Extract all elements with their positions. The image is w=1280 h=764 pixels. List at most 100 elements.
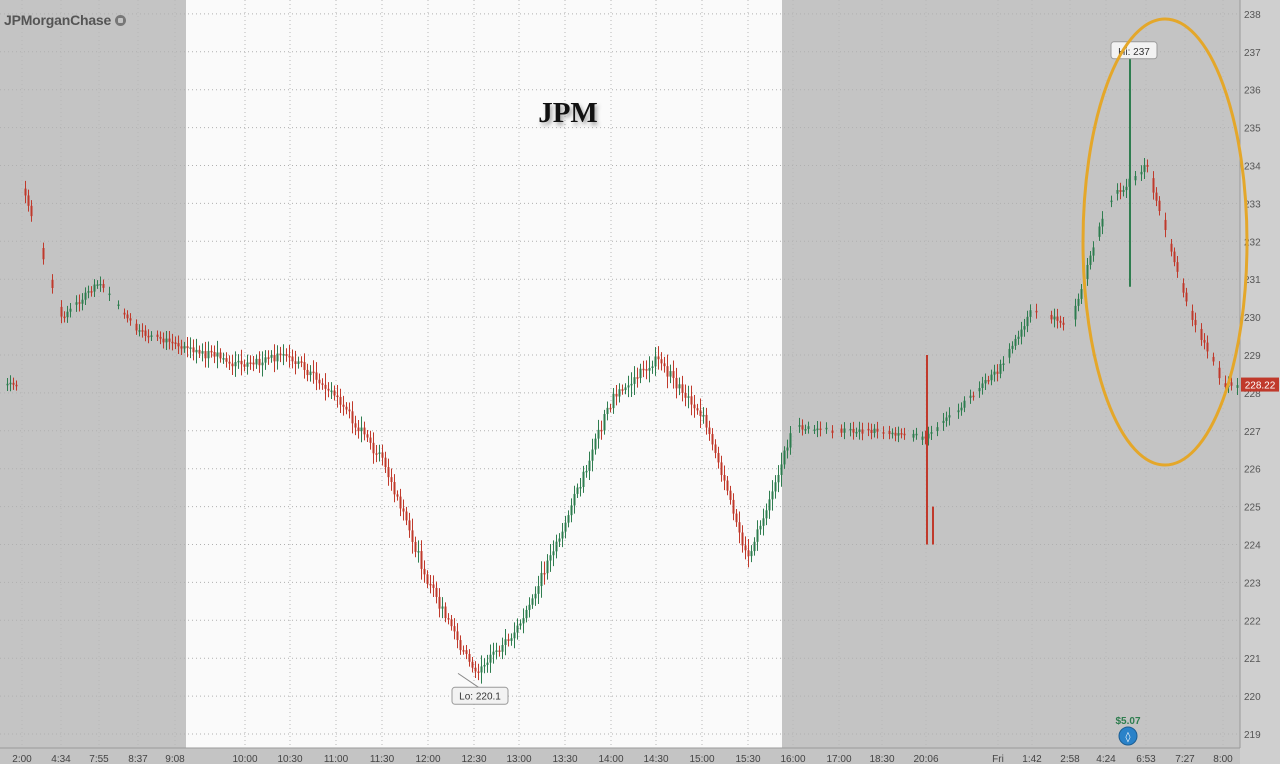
candle-body (264, 357, 267, 363)
candle-body (84, 292, 87, 300)
candle-body (1206, 342, 1209, 352)
candle-body (744, 545, 747, 551)
candle-body (753, 541, 756, 552)
candle-body (249, 362, 252, 364)
x-tick-label: 15:00 (689, 754, 714, 764)
candle-body (747, 550, 750, 557)
brand-name: JPMorganChase (4, 12, 112, 28)
x-tick-label: 15:30 (735, 754, 760, 764)
candle-body (957, 410, 960, 413)
candle-body (891, 432, 894, 435)
candle-body (396, 494, 399, 497)
candle-body (516, 625, 519, 633)
candle-body (924, 436, 927, 439)
y-tick-label: 225 (1244, 503, 1261, 514)
candle-body (510, 638, 513, 641)
candle-body (408, 520, 411, 531)
candle-body (435, 587, 438, 597)
candle-body (585, 470, 588, 473)
candle-body (252, 362, 255, 365)
candle-body (9, 382, 12, 385)
candle-body (627, 385, 630, 388)
candle-body (759, 525, 762, 530)
candle-body (288, 355, 291, 358)
candle-body (783, 450, 786, 465)
candle-body (456, 631, 459, 641)
x-tick-label: 18:30 (869, 754, 894, 764)
candle-body (1200, 328, 1203, 340)
candle-body (840, 428, 843, 433)
candle-body (243, 364, 246, 367)
candle-body (678, 384, 681, 389)
candle-body (1023, 326, 1026, 330)
candle-body (522, 618, 525, 624)
candle-body (1155, 192, 1158, 201)
candle-body (135, 323, 138, 331)
candle-body (726, 480, 729, 491)
candle-body (717, 453, 720, 463)
candle-body (366, 434, 369, 438)
candle-body (165, 338, 168, 343)
candle-body (363, 427, 366, 435)
candle-body (648, 367, 651, 371)
candle-body (1140, 171, 1143, 175)
candle-body (1074, 305, 1077, 320)
candle-body (372, 442, 375, 454)
candle-body (789, 433, 792, 448)
candle-body (171, 341, 174, 344)
candle-body (576, 487, 579, 494)
hi-label-box (1110, 41, 1158, 60)
candle-body (30, 205, 33, 217)
candle-body (24, 188, 27, 196)
candle-body (462, 650, 465, 652)
candle-body (471, 661, 474, 668)
x-tick-label: 8:37 (128, 754, 148, 764)
candle-body (369, 437, 372, 443)
highlight-ellipse (1081, 17, 1249, 467)
candle-body (639, 368, 642, 379)
candle-body (1143, 165, 1146, 172)
y-tick-label: 223 (1244, 578, 1261, 589)
candle-body (963, 400, 966, 408)
candle-body (1002, 363, 1005, 365)
candle-body (618, 389, 621, 397)
candle-body (543, 572, 546, 575)
candle-body (1080, 289, 1083, 299)
candle-body (498, 650, 501, 652)
x-tick-label: 14:30 (643, 754, 668, 764)
candle-body (312, 371, 315, 374)
x-tick-label: 17:00 (826, 754, 851, 764)
hi-label: Hi: 237 (1118, 47, 1150, 58)
candle-body (876, 428, 879, 432)
candle-body (147, 335, 150, 338)
candle-body (1110, 200, 1113, 203)
candle-body (693, 404, 696, 409)
candle-body (561, 531, 564, 539)
candle-body (696, 408, 699, 411)
candle-body (174, 342, 177, 344)
chart-title: JPM (538, 97, 598, 129)
candle-body (690, 396, 693, 405)
candle-body (1173, 251, 1176, 263)
candle-body (438, 596, 441, 609)
candle-body (594, 438, 597, 450)
session-regular-bg (186, 0, 782, 748)
candle-body (537, 586, 540, 594)
candle-body (186, 346, 189, 349)
candle-body (756, 529, 759, 542)
candle-body (915, 433, 918, 436)
candle-body (405, 511, 408, 521)
candle-body (897, 433, 900, 436)
x-tick-label: 1:42 (1022, 754, 1042, 764)
candle-body (741, 532, 744, 546)
candle-body (210, 350, 213, 353)
candle-body (852, 428, 855, 433)
candle-body (1212, 356, 1215, 362)
candle-body (555, 541, 558, 552)
candle-body (750, 551, 753, 557)
candle-body (798, 425, 801, 427)
candle-body (1116, 190, 1119, 194)
candle-body (336, 395, 339, 398)
candle-body (1158, 200, 1161, 211)
candle-body (603, 414, 606, 431)
